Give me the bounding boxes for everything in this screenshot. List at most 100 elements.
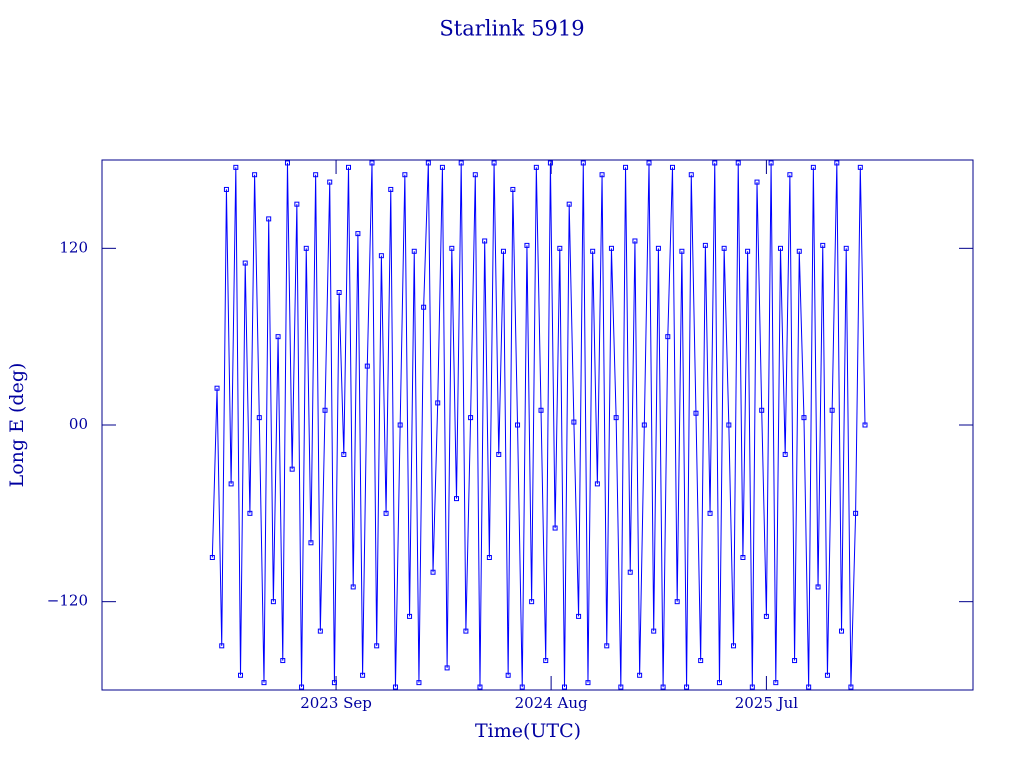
- point-marker: [238, 672, 244, 678]
- point-marker: [280, 658, 286, 664]
- point-marker: [806, 684, 812, 690]
- point-marker: [627, 569, 633, 575]
- point-marker: [749, 684, 755, 690]
- point-marker: [660, 684, 666, 690]
- series-line: [211, 162, 866, 688]
- point-marker: [214, 385, 220, 391]
- point-marker: [792, 658, 798, 664]
- point-marker: [515, 422, 521, 428]
- point-marker: [740, 555, 746, 560]
- point-marker: [425, 160, 431, 166]
- point-marker: [641, 422, 647, 428]
- point-marker: [209, 555, 215, 560]
- point-marker: [843, 245, 849, 251]
- point-marker: [388, 186, 394, 192]
- point-marker: [698, 658, 704, 664]
- x-tick-label: 2025 Jul: [735, 694, 799, 712]
- point-marker: [731, 643, 737, 649]
- point-marker: [336, 290, 342, 295]
- point-marker: [303, 245, 309, 251]
- point-marker: [679, 248, 685, 254]
- point-marker: [289, 466, 295, 472]
- point-marker: [331, 680, 337, 686]
- point-marker: [346, 164, 352, 170]
- point-marker: [796, 248, 802, 254]
- point-marker: [538, 407, 544, 413]
- point-marker: [374, 643, 380, 649]
- point-marker: [411, 248, 417, 254]
- point-marker: [707, 510, 713, 516]
- point-marker: [242, 260, 248, 266]
- point-marker: [552, 525, 558, 531]
- point-marker: [284, 160, 290, 166]
- point-marker: [763, 613, 769, 619]
- point-marker: [378, 253, 384, 259]
- point-marker: [477, 684, 483, 690]
- point-marker: [270, 599, 276, 605]
- point-marker: [543, 658, 549, 664]
- point-marker: [693, 410, 699, 416]
- point-marker: [848, 684, 854, 690]
- point-marker: [533, 164, 539, 170]
- point-marker: [369, 160, 375, 166]
- point-marker: [777, 245, 783, 251]
- point-marker: [505, 672, 511, 678]
- y-tick-label: 120: [59, 238, 88, 256]
- point-marker: [669, 164, 675, 170]
- point-marker: [397, 422, 403, 428]
- point-marker: [862, 422, 868, 428]
- point-marker: [745, 248, 751, 254]
- point-marker: [787, 172, 793, 178]
- x-tick-label: 2023 Sep: [300, 694, 372, 712]
- point-marker: [439, 164, 445, 170]
- point-marker: [655, 245, 661, 251]
- point-marker: [496, 451, 502, 457]
- point-marker: [688, 172, 694, 178]
- point-marker: [853, 510, 859, 516]
- point-marker: [454, 496, 460, 502]
- point-marker: [566, 201, 572, 207]
- point-marker: [421, 304, 427, 310]
- point-marker: [721, 245, 727, 251]
- point-marker: [294, 201, 300, 207]
- point-marker: [341, 451, 347, 457]
- point-marker: [557, 245, 563, 251]
- point-marker: [223, 186, 229, 192]
- point-marker: [632, 238, 638, 244]
- point-marker: [561, 684, 567, 690]
- point-marker: [322, 407, 328, 413]
- point-marker: [299, 684, 305, 690]
- point-marker: [486, 555, 492, 560]
- point-marker: [256, 415, 262, 421]
- point-marker: [317, 628, 323, 634]
- point-marker: [308, 540, 314, 546]
- point-marker: [810, 164, 816, 170]
- point-marker: [782, 451, 788, 457]
- point-marker: [820, 242, 826, 248]
- point-marker: [834, 160, 840, 166]
- point-marker: [383, 510, 389, 516]
- point-marker: [571, 419, 577, 425]
- point-marker: [590, 248, 596, 254]
- point-marker: [712, 160, 718, 166]
- point-marker: [599, 172, 605, 178]
- point-marker: [801, 415, 807, 421]
- point-marker: [608, 245, 614, 251]
- point-marker: [580, 160, 586, 166]
- point-marker: [829, 407, 835, 413]
- point-marker: [275, 334, 281, 340]
- point-marker: [665, 334, 671, 340]
- point-marker: [313, 172, 319, 178]
- point-marker: [355, 231, 361, 237]
- point-marker: [637, 672, 643, 678]
- point-marker: [547, 160, 553, 166]
- point-marker: [228, 481, 234, 487]
- point-marker: [857, 164, 863, 170]
- point-marker: [684, 684, 690, 690]
- point-marker: [519, 684, 525, 690]
- point-marker: [623, 164, 629, 170]
- point-marker: [449, 245, 455, 251]
- point-marker: [233, 164, 239, 170]
- point-marker: [773, 680, 779, 686]
